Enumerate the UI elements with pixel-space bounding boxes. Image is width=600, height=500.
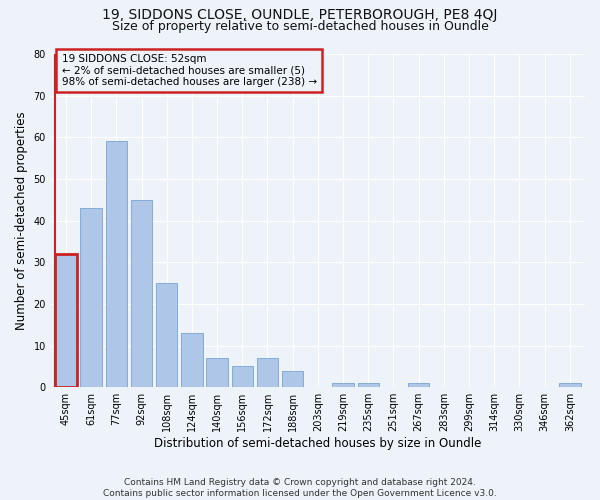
Bar [232, 366, 253, 387]
Y-axis label: Number of semi-detached properties: Number of semi-detached properties [15, 112, 28, 330]
Bar [559, 383, 581, 387]
Bar [408, 383, 430, 387]
Bar [358, 383, 379, 387]
Bar [282, 370, 304, 387]
Text: Size of property relative to semi-detached houses in Oundle: Size of property relative to semi-detach… [112, 20, 488, 33]
Bar [332, 383, 354, 387]
Text: 19, SIDDONS CLOSE, OUNDLE, PETERBOROUGH, PE8 4QJ: 19, SIDDONS CLOSE, OUNDLE, PETERBOROUGH,… [103, 8, 497, 22]
Bar [80, 208, 102, 387]
Bar [106, 142, 127, 387]
Bar [257, 358, 278, 387]
X-axis label: Distribution of semi-detached houses by size in Oundle: Distribution of semi-detached houses by … [154, 437, 482, 450]
Text: 19 SIDDONS CLOSE: 52sqm
← 2% of semi-detached houses are smaller (5)
98% of semi: 19 SIDDONS CLOSE: 52sqm ← 2% of semi-det… [62, 54, 317, 87]
Text: Contains HM Land Registry data © Crown copyright and database right 2024.
Contai: Contains HM Land Registry data © Crown c… [103, 478, 497, 498]
Bar [131, 200, 152, 387]
Bar [156, 283, 178, 387]
Bar [206, 358, 228, 387]
Bar [55, 254, 77, 387]
Bar [181, 333, 203, 387]
